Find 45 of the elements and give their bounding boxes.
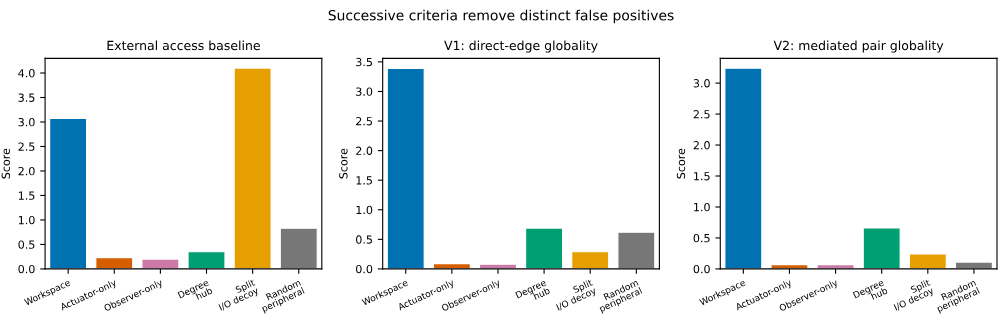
- bar: [724, 67, 763, 269]
- bar: [525, 227, 564, 269]
- y-tick-label: 0.0: [18, 264, 35, 274]
- y-tick-label: 2.0: [693, 141, 710, 150]
- y-axis-title: Score: [339, 148, 348, 179]
- y-tick-label: 1.0: [694, 202, 710, 212]
- y-tick-label: 3.5: [18, 93, 35, 102]
- y-tick-label: 4.0: [18, 68, 35, 78]
- chart-title: V2: mediated pair globality: [773, 40, 944, 53]
- y-axis-title: Score: [676, 148, 686, 179]
- bar: [386, 67, 425, 269]
- y-tick-label: 2.0: [356, 146, 373, 155]
- y-tick-label: 1.0: [18, 215, 35, 225]
- y-tick-label: 3.5: [356, 57, 372, 67]
- bar: [908, 253, 947, 269]
- y-tick-label: 3.0: [693, 79, 710, 88]
- bar: [954, 261, 993, 269]
- bar: [187, 251, 226, 269]
- y-tick-label: 0.0: [693, 264, 710, 274]
- bar: [571, 251, 610, 269]
- y-tick-label: 1.5: [694, 172, 710, 181]
- y-tick-label: 2.0: [18, 166, 35, 176]
- y-tick-label: 1.0: [356, 205, 373, 215]
- bar: [95, 257, 134, 269]
- bar: [141, 258, 180, 269]
- bar: [617, 231, 656, 269]
- y-tick-label: 2.5: [693, 110, 710, 119]
- y-tick-label: 1.5: [356, 176, 372, 185]
- y-tick-label: 2.5: [18, 142, 35, 151]
- y-tick-label: 0.5: [18, 240, 35, 249]
- y-tick-label: 0.5: [693, 233, 710, 243]
- y-tick-label: 3.0: [18, 117, 35, 127]
- y-tick-label: 1.5: [18, 191, 35, 200]
- bar: [49, 118, 88, 269]
- y-tick-label: 3.0: [356, 87, 373, 96]
- text: Successive criteria remove distinct false positives: [328, 9, 674, 24]
- chart-title: External access baseline: [107, 40, 260, 51]
- bar: [862, 227, 901, 269]
- bar: [279, 227, 318, 269]
- y-tick-label: 0.5: [356, 235, 372, 244]
- bar: [233, 67, 272, 269]
- y-axis-title: Score: [1, 148, 10, 179]
- chart-title: V1: direct-edge globality: [444, 40, 598, 53]
- y-tick-label: 2.5: [356, 117, 372, 126]
- y-tick-label: 0.0: [356, 264, 373, 274]
